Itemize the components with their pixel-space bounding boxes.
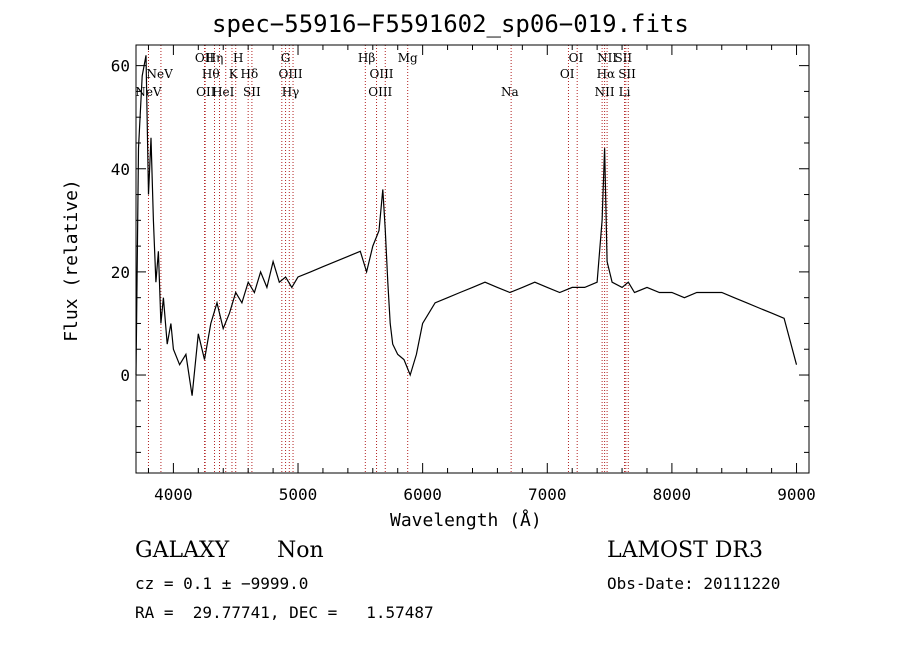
spectral-line-markers	[147, 45, 629, 473]
y-axis-ticks: 0 20 40 60	[111, 57, 809, 453]
line-annotation: Mg	[398, 51, 418, 65]
line-annotation: HeI	[212, 85, 235, 99]
x-tick-label: 4000	[154, 485, 193, 504]
line-annotation: Hδ	[241, 67, 259, 81]
line-annotation: SII	[243, 85, 261, 99]
radec-line: RA = 29.77741, DEC = 1.57487	[135, 603, 434, 622]
line-annotation: Hα	[597, 67, 616, 81]
line-annotation: OIII	[368, 85, 392, 99]
line-annotation: NII	[595, 85, 615, 99]
line-annotation: Hγ	[282, 85, 300, 99]
plot-frame	[135, 44, 810, 474]
line-annotation: OIII	[369, 67, 393, 81]
chart-title: spec−55916−F5591602_sp06−019.fits	[212, 10, 689, 38]
line-annotation: SII	[618, 67, 636, 81]
line-annotation: Li	[619, 85, 631, 99]
line-annotation: OI	[560, 67, 575, 81]
line-annotation: NeV	[147, 67, 174, 81]
line-annotation: Hη	[206, 51, 224, 65]
y-tick-label: 0	[120, 366, 130, 385]
line-annotation: Hβ	[358, 51, 375, 65]
x-axis-label: Wavelength (Å)	[390, 510, 542, 531]
obs-date: Obs-Date: 20111220	[607, 574, 781, 593]
y-axis-label: Flux (relative)	[60, 179, 82, 342]
line-annotation: K	[229, 67, 239, 81]
y-tick-label: 20	[111, 263, 130, 282]
y-tick-label: 60	[111, 57, 130, 76]
line-annotation: Na	[501, 85, 519, 99]
redshift-line: cz = 0.1 ± −9999.0	[135, 574, 309, 593]
line-annotation: OII	[195, 51, 215, 65]
spectrum-series	[135, 55, 798, 396]
x-tick-label: 7000	[528, 485, 567, 504]
x-tick-label: 9000	[777, 485, 816, 504]
x-tick-label: 6000	[403, 485, 442, 504]
object-subclass: Non	[277, 538, 324, 563]
x-axis-ticks: 4000 5000 6000 7000 8000 9000	[147, 45, 816, 504]
survey-name: LAMOST DR3	[607, 538, 763, 563]
line-annotation: OIII	[279, 67, 303, 81]
line-annotation: OII	[196, 85, 216, 99]
x-tick-label: 5000	[279, 485, 318, 504]
line-annotation: NeV	[135, 85, 162, 99]
object-class: GALAXY	[135, 538, 230, 563]
line-annotation: G	[281, 51, 291, 65]
x-tick-label: 8000	[653, 485, 692, 504]
line-annotation: OI	[569, 51, 584, 65]
line-annotation: H	[233, 51, 243, 65]
line-annotation: SII	[614, 51, 632, 65]
line-annotation: NII	[597, 51, 617, 65]
line-annotation: Hθ	[202, 67, 220, 81]
y-tick-label: 40	[111, 160, 130, 179]
